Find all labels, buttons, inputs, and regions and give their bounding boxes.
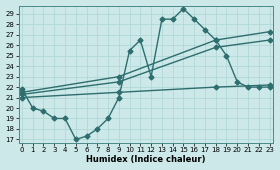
X-axis label: Humidex (Indice chaleur): Humidex (Indice chaleur) [86,155,206,164]
